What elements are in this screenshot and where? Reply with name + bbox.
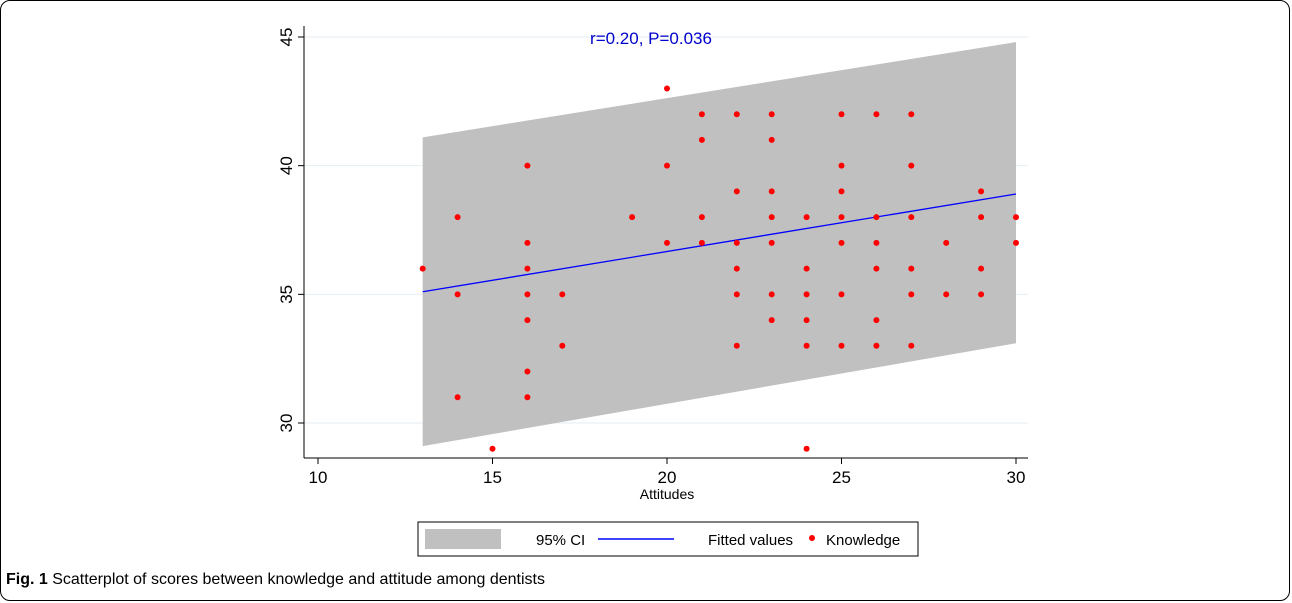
data-point-3 bbox=[454, 394, 461, 401]
data-point-56 bbox=[908, 214, 915, 221]
data-point-33 bbox=[768, 291, 775, 298]
scatter-chart: 10 15 20 25 30 30 35 40 45 r=0.20, P=0.036 Attit… bbox=[277, 26, 1028, 557]
data-point-34 bbox=[768, 317, 775, 324]
data-point-51 bbox=[873, 265, 880, 272]
data-point-57 bbox=[908, 265, 915, 272]
data-point-31 bbox=[768, 214, 775, 221]
legend-label-points: Knowledge bbox=[826, 532, 900, 549]
data-point-53 bbox=[873, 342, 880, 349]
data-point-19 bbox=[698, 136, 705, 143]
data-point-63 bbox=[978, 214, 985, 221]
ci-band bbox=[422, 42, 1016, 447]
data-point-67 bbox=[1013, 239, 1019, 246]
figure-caption: Fig. 1 Scatterplot of scores between kno… bbox=[6, 571, 545, 589]
caption-label: Fig. 1 bbox=[6, 571, 48, 588]
axes-layer: 10 15 20 25 30 30 35 40 45 bbox=[277, 26, 1028, 487]
legend: 95% CI Fitted values Knowledge bbox=[417, 521, 919, 557]
data-point-17 bbox=[664, 239, 670, 246]
data-point-41 bbox=[838, 111, 845, 118]
y-tick-label-35: 35 bbox=[277, 285, 296, 304]
x-tick-label-10: 10 bbox=[309, 468, 328, 487]
y-tick-label-30: 30 bbox=[277, 414, 296, 433]
legend-label-fit: Fitted values bbox=[708, 532, 793, 549]
data-point-61 bbox=[943, 291, 950, 298]
data-point-60 bbox=[943, 239, 950, 246]
data-point-4 bbox=[489, 445, 496, 452]
data-point-26 bbox=[733, 291, 740, 298]
data-point-2 bbox=[454, 291, 461, 298]
data-point-25 bbox=[733, 265, 740, 272]
data-point-10 bbox=[524, 368, 531, 375]
data-point-15 bbox=[664, 85, 670, 92]
data-point-38 bbox=[803, 317, 810, 324]
correlation-annotation: r=0.20, P=0.036 bbox=[590, 29, 712, 48]
x-tick-label-30: 30 bbox=[1007, 468, 1026, 487]
x-tick-label-20: 20 bbox=[658, 468, 677, 487]
legend-label-ci: 95% CI bbox=[536, 532, 585, 549]
data-point-1 bbox=[454, 214, 461, 221]
data-point-42 bbox=[838, 162, 845, 169]
data-point-18 bbox=[698, 111, 705, 118]
data-point-46 bbox=[838, 291, 845, 298]
data-point-65 bbox=[978, 291, 985, 298]
data-point-14 bbox=[629, 214, 636, 221]
legend-swatch-ci bbox=[425, 529, 501, 549]
data-point-0 bbox=[419, 265, 426, 272]
data-point-49 bbox=[873, 214, 880, 221]
y-tick-label-45: 45 bbox=[277, 28, 296, 47]
data-point-59 bbox=[908, 342, 915, 349]
data-point-47 bbox=[838, 342, 845, 349]
fit-line-layer bbox=[422, 193, 1017, 293]
data-point-52 bbox=[873, 317, 880, 324]
data-point-55 bbox=[908, 162, 915, 169]
data-point-11 bbox=[524, 394, 531, 401]
data-point-64 bbox=[978, 265, 985, 272]
data-point-58 bbox=[908, 291, 915, 298]
data-point-24 bbox=[733, 239, 740, 246]
data-point-5 bbox=[524, 162, 531, 169]
data-point-36 bbox=[803, 265, 810, 272]
data-point-16 bbox=[664, 162, 670, 169]
x-tick-label-25: 25 bbox=[832, 468, 851, 487]
ci-band-layer bbox=[422, 42, 1016, 447]
x-tick-label-15: 15 bbox=[483, 468, 502, 487]
data-point-22 bbox=[733, 111, 740, 118]
points-layer bbox=[419, 85, 1019, 452]
data-point-50 bbox=[873, 239, 880, 246]
data-point-45 bbox=[838, 239, 845, 246]
data-point-54 bbox=[908, 111, 915, 118]
data-point-27 bbox=[733, 342, 740, 349]
legend-swatch-points bbox=[809, 535, 815, 541]
data-point-12 bbox=[559, 291, 566, 298]
data-point-30 bbox=[768, 188, 775, 195]
data-point-66 bbox=[1013, 214, 1019, 221]
data-point-13 bbox=[559, 342, 566, 349]
data-point-7 bbox=[524, 265, 531, 272]
data-point-29 bbox=[768, 136, 775, 143]
data-point-44 bbox=[838, 214, 845, 221]
fitted-line bbox=[422, 193, 1017, 293]
data-point-48 bbox=[873, 111, 880, 118]
data-point-28 bbox=[768, 111, 775, 118]
data-point-40 bbox=[803, 445, 810, 452]
data-point-20 bbox=[698, 214, 705, 221]
data-point-8 bbox=[524, 291, 531, 298]
data-point-37 bbox=[803, 291, 810, 298]
data-point-21 bbox=[698, 239, 705, 246]
data-point-43 bbox=[838, 188, 845, 195]
y-tick-label-40: 40 bbox=[277, 156, 296, 175]
data-point-39 bbox=[803, 342, 810, 349]
data-point-6 bbox=[524, 239, 531, 246]
data-point-23 bbox=[733, 188, 740, 195]
data-point-62 bbox=[978, 188, 985, 195]
data-point-32 bbox=[768, 239, 775, 246]
data-point-9 bbox=[524, 317, 531, 324]
x-axis-label: Attitudes bbox=[640, 486, 694, 502]
caption-text: Scatterplot of scores between knowledge … bbox=[47, 571, 545, 588]
data-point-35 bbox=[803, 214, 810, 221]
